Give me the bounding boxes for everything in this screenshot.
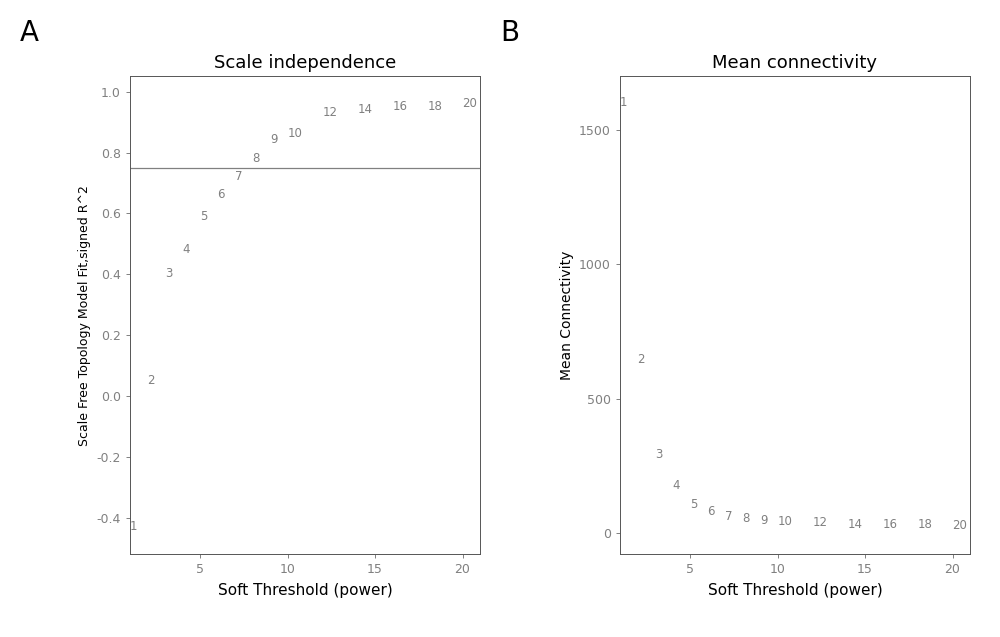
Text: 1: 1 bbox=[130, 520, 138, 533]
Text: 20: 20 bbox=[952, 519, 967, 532]
X-axis label: Soft Threshold (power): Soft Threshold (power) bbox=[218, 583, 392, 598]
Text: 5: 5 bbox=[690, 497, 697, 511]
Text: 14: 14 bbox=[358, 103, 372, 116]
Text: 7: 7 bbox=[235, 170, 242, 183]
Title: Scale independence: Scale independence bbox=[214, 54, 396, 72]
Text: 9: 9 bbox=[270, 133, 278, 147]
Text: 2: 2 bbox=[638, 354, 645, 366]
Text: 20: 20 bbox=[462, 97, 477, 110]
Text: 16: 16 bbox=[883, 518, 898, 531]
Text: 3: 3 bbox=[165, 268, 172, 280]
Text: 18: 18 bbox=[918, 519, 932, 531]
Y-axis label: Scale Free Topology Model Fit,signed R^2: Scale Free Topology Model Fit,signed R^2 bbox=[78, 185, 91, 446]
Text: 4: 4 bbox=[182, 243, 190, 256]
Text: 14: 14 bbox=[848, 518, 862, 531]
Text: 8: 8 bbox=[742, 512, 750, 525]
Text: 8: 8 bbox=[252, 152, 260, 165]
X-axis label: Soft Threshold (power): Soft Threshold (power) bbox=[708, 583, 882, 598]
Text: 6: 6 bbox=[708, 505, 715, 518]
Text: 16: 16 bbox=[392, 100, 408, 113]
Text: 10: 10 bbox=[288, 127, 302, 140]
Text: 2: 2 bbox=[148, 374, 155, 387]
Text: 10: 10 bbox=[778, 515, 792, 528]
Text: 9: 9 bbox=[760, 514, 768, 527]
Text: 3: 3 bbox=[655, 448, 662, 461]
Title: Mean connectivity: Mean connectivity bbox=[712, 54, 878, 72]
Text: 6: 6 bbox=[218, 188, 225, 201]
Text: 1: 1 bbox=[620, 96, 628, 109]
Text: B: B bbox=[500, 19, 519, 47]
Text: 5: 5 bbox=[200, 210, 207, 222]
Text: 4: 4 bbox=[672, 480, 680, 492]
Text: 18: 18 bbox=[428, 100, 442, 113]
Text: 7: 7 bbox=[725, 510, 732, 522]
Text: 12: 12 bbox=[812, 517, 828, 529]
Text: A: A bbox=[20, 19, 39, 47]
Text: 12: 12 bbox=[322, 106, 338, 119]
Y-axis label: Mean Connectivity: Mean Connectivity bbox=[560, 250, 574, 380]
